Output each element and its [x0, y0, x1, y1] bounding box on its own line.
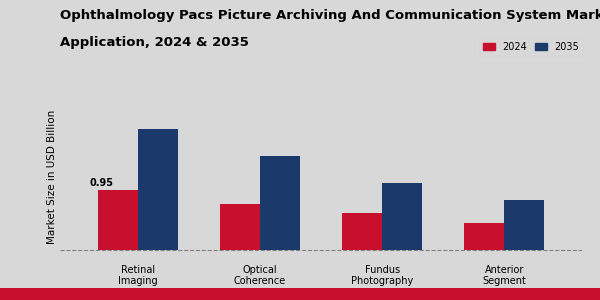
Bar — [98, 190, 138, 250]
Y-axis label: Market Size in USD Billion: Market Size in USD Billion — [47, 110, 57, 244]
Bar — [220, 204, 260, 250]
Bar — [504, 200, 544, 250]
Text: Application, 2024 & 2035: Application, 2024 & 2035 — [60, 36, 249, 49]
Bar — [260, 156, 300, 250]
Text: Ophthalmology Pacs Picture Archiving And Communication System Market, By: Ophthalmology Pacs Picture Archiving And… — [60, 9, 600, 22]
Text: 0.95: 0.95 — [89, 178, 113, 188]
Legend: 2024, 2035: 2024, 2035 — [479, 38, 583, 56]
Bar — [138, 129, 178, 250]
Bar — [342, 213, 382, 250]
Bar — [382, 183, 422, 250]
Bar — [464, 223, 504, 250]
